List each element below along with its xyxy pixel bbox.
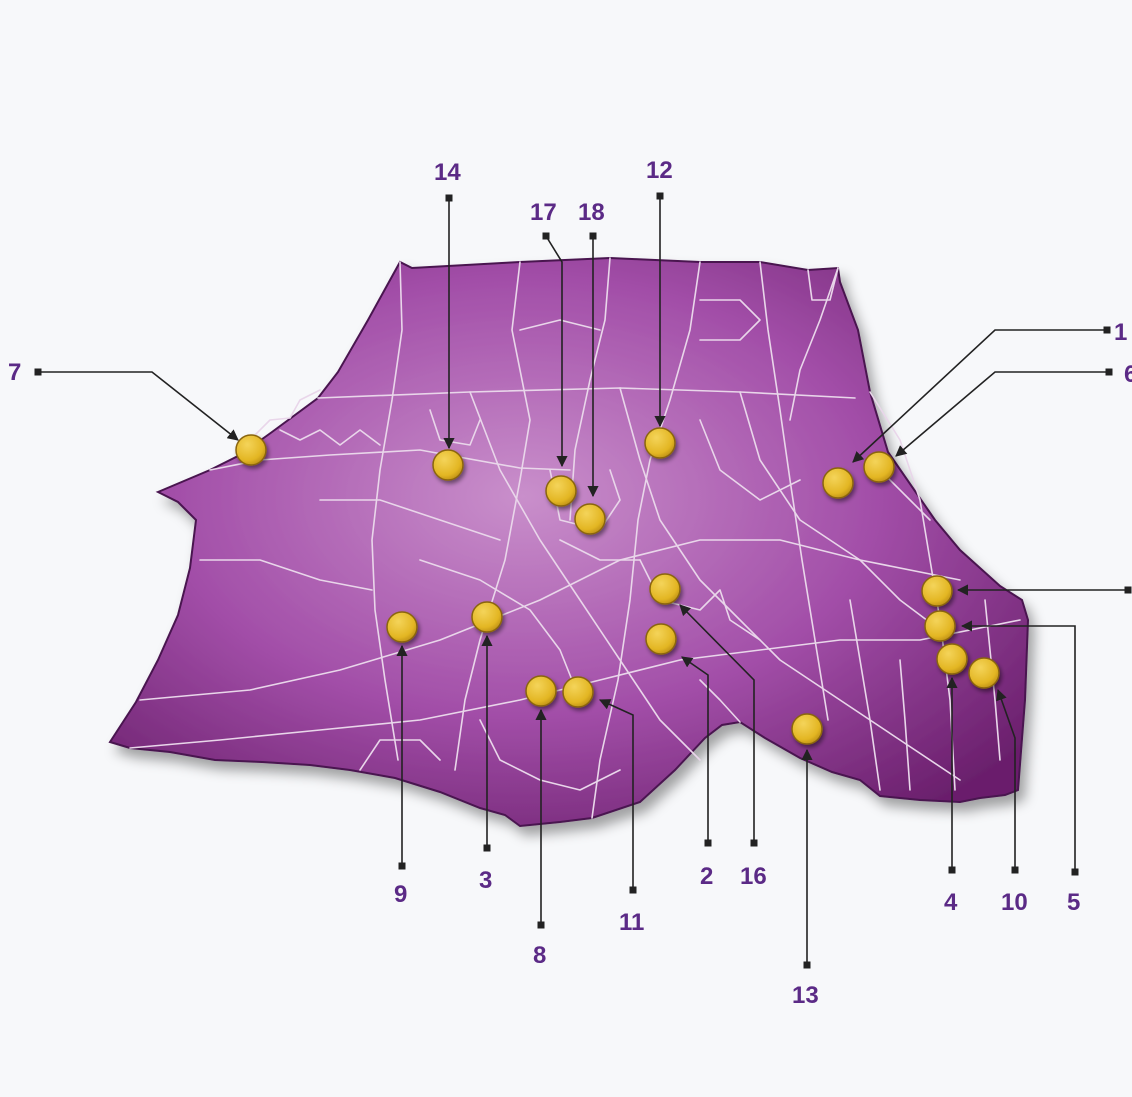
label-18: 18	[578, 199, 605, 226]
label-4: 4	[944, 889, 958, 916]
marker-15[interactable]	[921, 575, 953, 607]
label-1: 1	[1114, 319, 1127, 346]
marker-4[interactable]	[936, 643, 968, 675]
label-13: 13	[792, 982, 819, 1009]
marker-16[interactable]	[649, 573, 681, 605]
marker-17[interactable]	[545, 475, 577, 507]
label-7: 7	[8, 359, 21, 386]
leader-line-2	[681, 656, 709, 843]
marker-5[interactable]	[924, 610, 956, 642]
marker-7[interactable]	[235, 434, 267, 466]
street-network	[129, 257, 1021, 819]
marker-3[interactable]	[471, 601, 503, 633]
marker-10[interactable]	[968, 657, 1000, 689]
label-6: 6	[1124, 361, 1132, 388]
leader-line-7	[38, 371, 239, 441]
location-markers	[235, 427, 1000, 745]
leader-line-1	[852, 329, 1108, 463]
label-14: 14	[434, 159, 461, 186]
marker-2[interactable]	[645, 623, 677, 655]
marker-1[interactable]	[822, 467, 854, 499]
label-3: 3	[479, 867, 492, 894]
marker-6[interactable]	[863, 451, 895, 483]
leader-line-5	[960, 620, 1076, 872]
marker-labels: 1 6 7 14 17 18 12 15 4 10 5 9 3 8 11 2 1…	[8, 157, 1132, 1009]
marker-14[interactable]	[432, 449, 464, 481]
marker-13[interactable]	[791, 713, 823, 745]
marker-9[interactable]	[386, 611, 418, 643]
leader-line-6	[895, 371, 1110, 457]
leader-line-10	[996, 688, 1016, 870]
marker-12[interactable]	[644, 427, 676, 459]
leader-line-17	[545, 235, 568, 468]
label-9: 9	[394, 881, 407, 908]
label-12: 12	[646, 157, 673, 184]
label-2: 2	[700, 863, 713, 890]
label-5: 5	[1067, 889, 1080, 916]
label-8: 8	[533, 942, 546, 969]
district-shape	[108, 256, 1030, 828]
marker-8[interactable]	[525, 675, 557, 707]
label-11: 11	[619, 909, 644, 936]
marker-11[interactable]	[562, 676, 594, 708]
label-10: 10	[1001, 889, 1028, 916]
label-17: 17	[530, 199, 557, 226]
label-16: 16	[740, 863, 767, 890]
marker-18[interactable]	[574, 503, 606, 535]
leader-line-11	[598, 699, 634, 890]
leader-lines	[34, 192, 1132, 969]
leader-line-16	[679, 604, 755, 843]
